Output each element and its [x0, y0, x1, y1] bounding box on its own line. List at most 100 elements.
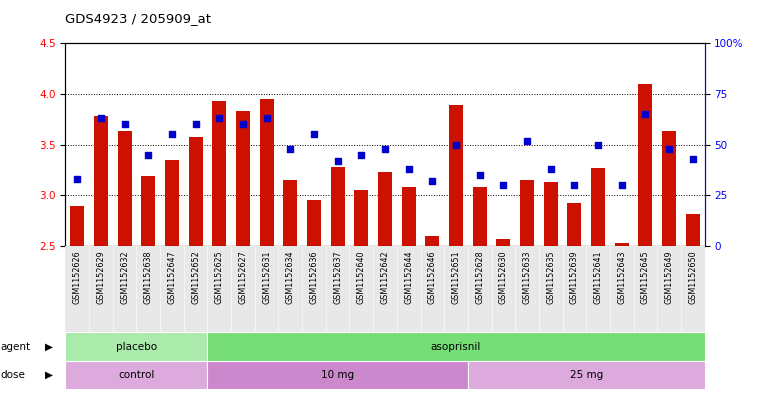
Text: placebo: placebo	[116, 342, 157, 352]
Bar	[118, 131, 132, 246]
Point	[544, 166, 557, 172]
Bar	[468, 246, 491, 332]
Point	[403, 166, 415, 172]
Bar	[136, 246, 160, 332]
Bar	[491, 246, 515, 332]
Text: ▶: ▶	[45, 370, 52, 380]
Bar	[449, 105, 463, 246]
Point	[71, 176, 83, 182]
Text: GSM1152628: GSM1152628	[475, 250, 484, 304]
Bar	[496, 239, 511, 246]
Text: GDS4923 / 205909_at: GDS4923 / 205909_at	[65, 12, 212, 25]
Bar	[141, 176, 156, 246]
Point	[663, 145, 675, 152]
Point	[639, 111, 651, 118]
Text: GSM1152635: GSM1152635	[546, 250, 555, 304]
Text: GSM1152630: GSM1152630	[499, 250, 508, 304]
Text: GSM1152633: GSM1152633	[523, 250, 531, 304]
Bar	[94, 116, 108, 246]
Point	[615, 182, 628, 188]
Bar	[207, 246, 231, 332]
Bar	[112, 246, 136, 332]
Point	[568, 182, 581, 188]
Bar	[307, 200, 321, 246]
Bar	[231, 246, 255, 332]
Bar	[70, 206, 85, 246]
Point	[355, 152, 367, 158]
Point	[521, 138, 533, 144]
Text: GSM1152642: GSM1152642	[380, 250, 390, 304]
Bar	[658, 246, 681, 332]
Bar	[634, 246, 658, 332]
Text: GSM1152632: GSM1152632	[120, 250, 129, 304]
Text: GSM1152639: GSM1152639	[570, 250, 579, 304]
Text: 10 mg: 10 mg	[321, 370, 354, 380]
Point	[379, 145, 391, 152]
Bar	[614, 243, 629, 246]
Text: GSM1152634: GSM1152634	[286, 250, 295, 304]
Point	[95, 115, 107, 121]
Text: GSM1152647: GSM1152647	[167, 250, 176, 304]
Bar	[326, 246, 350, 332]
Point	[308, 131, 320, 138]
Bar	[279, 246, 302, 332]
Bar	[586, 246, 610, 332]
Bar	[473, 187, 487, 246]
Bar	[681, 246, 705, 332]
Point	[450, 141, 462, 148]
Bar	[610, 246, 634, 332]
Point	[497, 182, 510, 188]
Point	[260, 115, 273, 121]
Bar	[444, 246, 468, 332]
Bar	[378, 172, 392, 246]
Bar	[539, 246, 563, 332]
Bar	[165, 160, 179, 246]
Point	[237, 121, 249, 127]
Bar	[259, 99, 274, 246]
Text: GSM1152641: GSM1152641	[594, 250, 603, 304]
Text: agent: agent	[1, 342, 31, 352]
Bar	[397, 246, 420, 332]
Bar	[685, 213, 700, 246]
Text: GSM1152638: GSM1152638	[144, 250, 152, 304]
Bar	[207, 361, 468, 389]
Bar	[402, 187, 416, 246]
Text: GSM1152649: GSM1152649	[665, 250, 674, 304]
Bar	[184, 246, 207, 332]
Bar	[65, 361, 207, 389]
Bar	[350, 246, 373, 332]
Bar	[65, 332, 207, 361]
Bar	[283, 180, 297, 246]
Text: GSM1152652: GSM1152652	[191, 250, 200, 304]
Bar	[567, 204, 581, 246]
Text: GSM1152643: GSM1152643	[618, 250, 626, 304]
Text: GSM1152650: GSM1152650	[688, 250, 697, 304]
Bar	[213, 101, 226, 246]
Text: GSM1152636: GSM1152636	[310, 250, 319, 304]
Bar	[65, 246, 89, 332]
Text: dose: dose	[1, 370, 25, 380]
Bar	[189, 136, 203, 246]
Bar	[515, 246, 539, 332]
Bar	[255, 246, 279, 332]
Point	[592, 141, 604, 148]
Text: GSM1152646: GSM1152646	[428, 250, 437, 304]
Text: GSM1152640: GSM1152640	[357, 250, 366, 304]
Text: GSM1152627: GSM1152627	[239, 250, 247, 304]
Bar	[354, 190, 368, 246]
Point	[474, 172, 486, 178]
Text: ▶: ▶	[45, 342, 52, 352]
Point	[284, 145, 296, 152]
Point	[142, 152, 155, 158]
Bar	[373, 246, 397, 332]
Point	[687, 156, 699, 162]
Bar	[302, 246, 326, 332]
Text: GSM1152651: GSM1152651	[451, 250, 460, 304]
Bar	[544, 182, 557, 246]
Text: GSM1152629: GSM1152629	[96, 250, 105, 304]
Point	[119, 121, 131, 127]
Text: GSM1152631: GSM1152631	[262, 250, 271, 304]
Bar	[563, 246, 586, 332]
Point	[332, 158, 344, 164]
Bar	[160, 246, 184, 332]
